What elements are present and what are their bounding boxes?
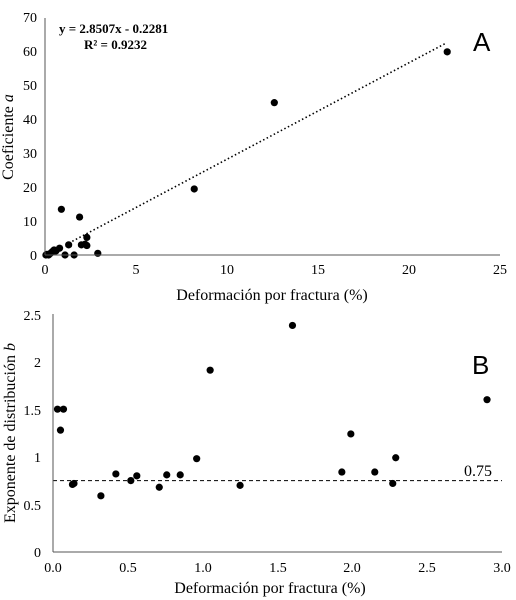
panel-b-data-point	[56, 426, 65, 434]
panel-a-x-ticks: 0 5 10 15 20 25	[42, 263, 508, 278]
panel-b-data-point	[53, 405, 62, 413]
panel-a-r-squared: R² = 0.9232	[84, 37, 147, 52]
panel-b-data-point	[97, 492, 105, 500]
panel-b-data-point	[371, 468, 379, 476]
panel-a-data-point	[65, 241, 73, 249]
panel-a-letter: A	[473, 27, 491, 57]
panel-b-reference-label: 0.75	[464, 463, 492, 480]
panel-a-data-point	[190, 185, 198, 193]
panel-b-x-tick-label: 2.5	[418, 561, 436, 576]
panel-b-data-point	[70, 479, 78, 488]
panel-a-y-tick-label: 70	[23, 11, 37, 26]
panel-a-y-axis-title-variable: a	[0, 94, 17, 102]
panel-b-x-tick-label: 0.0	[44, 561, 62, 576]
panel-b-data-point	[176, 471, 184, 479]
panel-a-y-tick-label: 30	[23, 147, 37, 162]
panel-a-y-tick-label: 10	[23, 215, 37, 230]
panel-a-x-tick-label: 15	[311, 263, 325, 278]
panel-a-data-point	[75, 213, 84, 221]
panel-b-x-tick-label: 1.0	[194, 561, 212, 576]
panel-a-x-tick-label: 25	[493, 263, 507, 278]
panel-b-y-tick-label: 2.5	[24, 309, 42, 324]
panel-b-x-ticks: 0.0 0.5 1.0 1.5 2.0 2.5 3.0	[44, 561, 511, 576]
panel-a-data-point	[55, 244, 64, 252]
panel-a-y-ticks: 0 10 20 30 40 50 60 70	[23, 11, 37, 264]
panel-b-data-point	[59, 405, 68, 413]
panel-a-x-tick-label: 5	[133, 263, 140, 278]
panel-b-y-tick-label: 1	[34, 451, 41, 466]
panel-b-y-tick-label: 0.5	[24, 499, 42, 514]
panel-b-chart: 0.0 0.5 1.0 1.5 2.0 2.5 3.0 0 0.5 1 1.5 …	[2, 309, 511, 597]
panel-b-x-axis-title: Deformación por fractura (%)	[174, 580, 365, 597]
panel-b-y-tick-label: 0	[34, 546, 41, 561]
panel-b-y-ticks: 0 0.5 1 1.5 2 2.5	[24, 309, 42, 561]
panel-a-x-tick-label: 10	[220, 263, 234, 278]
panel-a-y-tick-label: 50	[23, 79, 37, 94]
panel-b-letter: B	[472, 350, 489, 380]
panel-a-y-tick-label: 40	[23, 113, 37, 128]
panel-b-data-point	[206, 366, 214, 374]
panel-a-data-point	[57, 205, 65, 213]
panel-a-marks	[42, 42, 451, 259]
panel-a-y-tick-label: 0	[30, 249, 37, 264]
panel-b-data-point	[193, 455, 201, 463]
panel-b-marks	[53, 321, 502, 500]
panel-a-y-axis-title-text: Coeficiente	[0, 102, 17, 180]
panel-a-x-axis-title: Deformación por fractura (%)	[176, 287, 367, 304]
panel-b-y-axis-title-variable: b	[2, 343, 19, 351]
panel-a-trend-equation: y = 2.8507x - 0.2281	[59, 21, 168, 36]
panel-a-data-point	[83, 233, 91, 241]
panel-b-x-tick-label: 1.5	[269, 561, 287, 576]
panel-b-data-point	[392, 454, 400, 462]
panel-a-data-point	[83, 241, 91, 250]
panel-a-y-tick-label: 20	[23, 181, 37, 196]
panel-b-data-point	[236, 481, 244, 489]
panel-b-data-point	[163, 471, 171, 479]
panel-b-y-tick-label: 1.5	[24, 404, 42, 419]
panel-b-data-point	[112, 470, 120, 478]
panel-b-data-point	[288, 321, 297, 330]
panel-b-data-point	[338, 468, 346, 476]
panel-b-data-point	[127, 477, 135, 485]
panel-a-x-tick-label: 20	[402, 263, 416, 278]
panel-b-y-axis-title-text: Exponente de distribución	[2, 351, 19, 523]
panel-b-x-tick-label: 3.0	[493, 561, 511, 576]
panel-a-y-axis-title: Coeficiente a	[0, 94, 17, 180]
panel-a-x-tick-label: 0	[42, 263, 49, 278]
panel-a-trendline	[71, 42, 446, 243]
panel-a-data-point	[94, 249, 102, 257]
panel-b-y-axis-title: Exponente de distribución b	[2, 343, 19, 523]
panel-a-data-point	[270, 99, 278, 107]
panel-a-y-tick-label: 60	[23, 45, 37, 60]
panel-a-data-point	[443, 48, 451, 56]
panel-b-data-point	[389, 479, 397, 488]
panel-b-data-point	[347, 430, 355, 438]
panel-b-data-point	[155, 483, 163, 491]
panel-b-x-tick-label: 0.5	[119, 561, 137, 576]
panel-b-x-tick-label: 2.0	[343, 561, 361, 576]
panel-b-data-point	[483, 396, 491, 404]
panel-b-y-tick-label: 2	[34, 356, 41, 371]
panel-b-data-point	[133, 472, 141, 480]
panel-a-chart: 0 5 10 15 20 25 0 10 20 30 40 50 60 70 D…	[0, 11, 507, 304]
